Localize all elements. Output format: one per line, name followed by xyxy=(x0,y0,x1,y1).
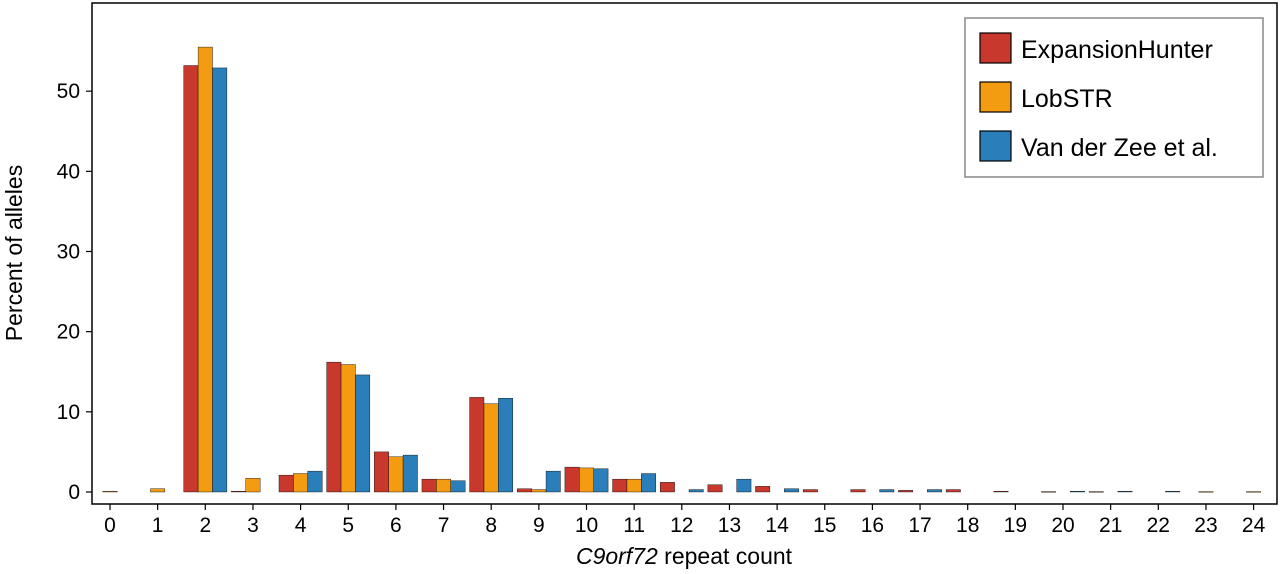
x-axis: 0 1 2 3 4 5 6 7 8 9 10 11 12 13 14 15 16 17 18 19 20 21 22 23 24 xyxy=(104,504,1266,537)
bar-van-der-zee-et-al-12 xyxy=(688,489,704,493)
bar-van-der-zee-et-al-7 xyxy=(450,480,466,493)
y-tick-label: 10 xyxy=(57,401,80,424)
bar-expansionhunter-18 xyxy=(945,489,961,493)
legend-swatch xyxy=(979,81,1012,113)
bar-van-der-zee-et-al-21 xyxy=(1117,490,1133,493)
bar-lobstr-6 xyxy=(388,456,404,493)
legend-swatch xyxy=(979,130,1012,162)
x-axis-title-italic: C9orf72 xyxy=(576,543,658,569)
bar-expansionhunter-3 xyxy=(231,490,246,493)
bar-lobstr-9 xyxy=(531,489,547,493)
x-tick-label: 13 xyxy=(718,514,741,537)
bar-lobstr-23 xyxy=(1198,491,1214,493)
bar-van-der-zee-et-al-20 xyxy=(1069,490,1085,493)
bar-expansionhunter-6 xyxy=(374,451,389,493)
bar-expansionhunter-9 xyxy=(517,488,532,493)
x-tick-label: 18 xyxy=(956,514,979,537)
y-tick-label: 0 xyxy=(68,481,80,504)
bar-lobstr-8 xyxy=(483,403,499,493)
bar-expansionhunter-15 xyxy=(802,489,818,493)
bar-lobstr-10 xyxy=(579,467,594,493)
bar-expansionhunter-10 xyxy=(564,466,580,493)
x-tick-label: 19 xyxy=(1004,514,1027,537)
bar-expansionhunter-20 xyxy=(1041,491,1057,493)
bar-lobstr-5 xyxy=(340,364,356,493)
legend-label: LobSTR xyxy=(1021,85,1113,113)
x-tick-label: 0 xyxy=(104,514,116,537)
bar-lobstr-24 xyxy=(1246,491,1262,493)
legend-label: ExpansionHunter xyxy=(1021,36,1213,64)
legend-label: Van der Zee et al. xyxy=(1021,134,1218,162)
legend-frame xyxy=(964,17,1264,178)
x-axis-title: C9orf72 repeat count xyxy=(576,543,793,569)
x-tick-label: 12 xyxy=(670,514,693,537)
bar-van-der-zee-et-al-5 xyxy=(355,374,371,493)
x-tick-label: 24 xyxy=(1242,514,1266,537)
bar-expansionhunter-11 xyxy=(612,478,628,493)
y-axis-title: Percent of alleles xyxy=(1,165,27,341)
bar-lobstr-4 xyxy=(293,473,308,493)
bar-expansionhunter-7 xyxy=(421,478,437,493)
bar-van-der-zee-et-al-4 xyxy=(307,470,323,493)
x-tick-label: 10 xyxy=(575,514,598,537)
x-tick-label: 16 xyxy=(861,514,884,537)
x-tick-label: 1 xyxy=(152,514,164,537)
bar-lobstr-1 xyxy=(150,488,166,493)
x-tick-label: 3 xyxy=(247,514,259,537)
bar-lobstr-0 xyxy=(102,490,118,493)
bar-van-der-zee-et-al-11 xyxy=(641,473,656,493)
y-tick-label: 50 xyxy=(57,80,80,103)
bar-lobstr-7 xyxy=(436,478,451,493)
bar-lobstr-11 xyxy=(626,478,642,493)
x-tick-label: 22 xyxy=(1147,514,1170,537)
x-tick-label: 14 xyxy=(765,514,789,537)
x-axis-title-rest: repeat count xyxy=(658,543,793,569)
bar-van-der-zee-et-al-6 xyxy=(402,454,418,493)
bar-expansionhunter-14 xyxy=(755,486,771,493)
bar-van-der-zee-et-al-17 xyxy=(927,489,942,493)
bar-expansionhunter-4 xyxy=(278,474,294,493)
x-tick-label: 5 xyxy=(342,514,354,537)
x-tick-label: 17 xyxy=(908,514,931,537)
y-tick-label: 20 xyxy=(57,321,80,344)
bar-van-der-zee-et-al-13 xyxy=(736,478,752,493)
legend-swatch xyxy=(979,32,1012,64)
x-tick-label: 8 xyxy=(485,514,497,537)
y-tick-label: 30 xyxy=(57,240,80,263)
x-tick-label: 2 xyxy=(199,514,211,537)
bar-van-der-zee-et-al-9 xyxy=(545,470,561,493)
bar-expansionhunter-13 xyxy=(707,484,723,493)
bar-lobstr-2 xyxy=(197,46,213,493)
bar-van-der-zee-et-al-16 xyxy=(879,489,895,493)
bar-expansionhunter-5 xyxy=(326,361,342,493)
y-tick-label: 40 xyxy=(57,160,80,183)
x-tick-label: 9 xyxy=(533,514,545,537)
bar-expansionhunter-2 xyxy=(183,65,199,493)
bar-expansionhunter-21 xyxy=(1088,491,1104,493)
bar-van-der-zee-et-al-10 xyxy=(593,468,609,493)
x-tick-label: 15 xyxy=(813,514,836,537)
bars-layer xyxy=(102,46,1262,493)
bar-van-der-zee-et-al-2 xyxy=(212,67,228,493)
x-tick-label: 6 xyxy=(390,514,402,537)
x-tick-label: 4 xyxy=(295,514,307,537)
x-tick-label: 11 xyxy=(623,514,645,537)
bar-lobstr-3 xyxy=(245,478,261,493)
bar-expansionhunter-12 xyxy=(660,482,675,493)
x-tick-label: 23 xyxy=(1194,514,1217,537)
plot-frame xyxy=(91,2,1278,505)
bar-expansionhunter-16 xyxy=(850,489,866,493)
x-tick-label: 21 xyxy=(1099,514,1122,537)
legend: ExpansionHunter LobSTR Van der Zee et al. xyxy=(964,17,1264,178)
y-axis: 0 10 20 30 40 50 xyxy=(57,80,92,504)
bar-expansionhunter-8 xyxy=(469,397,485,493)
bar-van-der-zee-et-al-14 xyxy=(784,488,799,493)
x-tick-label: 20 xyxy=(1051,514,1074,537)
x-tick-label: 7 xyxy=(438,514,450,537)
bar-van-der-zee-et-al-22 xyxy=(1165,490,1181,493)
bar-expansionhunter-19 xyxy=(993,490,1009,493)
bar-van-der-zee-et-al-8 xyxy=(498,397,513,493)
bar-expansionhunter-17 xyxy=(898,490,914,493)
